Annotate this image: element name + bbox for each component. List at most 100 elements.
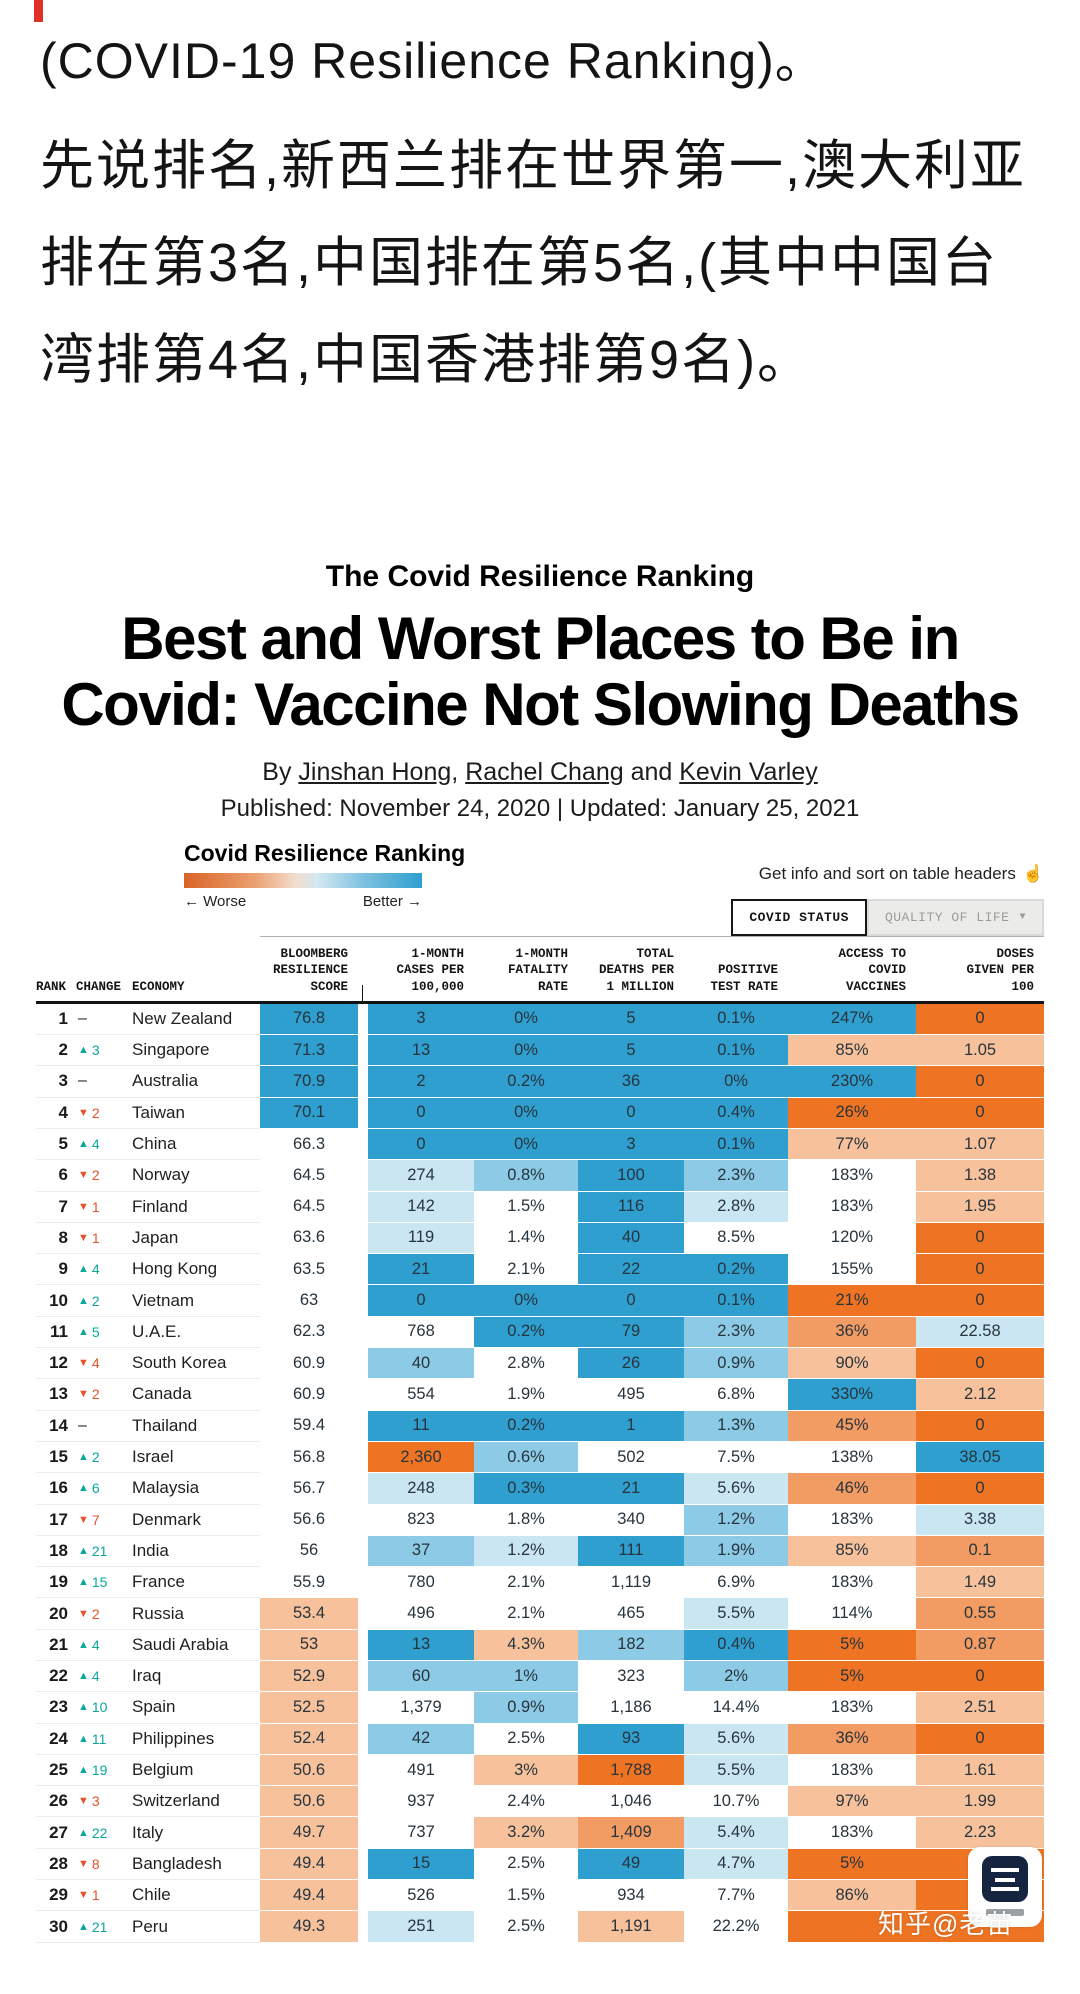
table-row: 9 ▲ 4 Hong Kong 63.5 21 2.1% 22 0.2% 155% 0 [36, 1254, 1044, 1286]
economy-name: South Korea [132, 1348, 260, 1380]
change-amount: 6 [91, 1480, 100, 1497]
economy-name: Malaysia [132, 1473, 260, 1505]
table-row: 12 ▼ 4 South Korea 60.9 40 2.8% 26 0.9% 90% 0 [36, 1348, 1044, 1380]
cell-test-rate: 0.4% [684, 1097, 788, 1129]
rank-cell: 8 [36, 1223, 76, 1255]
table-row: 6 ▼ 2 Norway 64.5 274 0.8% 100 2.3% 183% 1.38 [36, 1160, 1044, 1192]
cell-deaths: 40 [578, 1222, 684, 1255]
cell-fatality: 0.2% [474, 1316, 578, 1349]
rank-down-icon: ▼ [78, 1200, 89, 1213]
change-amount: 21 [91, 1542, 108, 1559]
column-divider [358, 1661, 368, 1692]
economy-name: Iraq [132, 1661, 260, 1693]
table-row: 28 ▼ 8 Bangladesh 49.4 15 2.5% 49 4.7% 5% [36, 1848, 1044, 1881]
cell-doses: 0 [916, 1254, 1044, 1286]
cell-test-rate: 8.5% [684, 1222, 788, 1255]
cell-deaths: 1,119 [578, 1567, 684, 1599]
cell-test-rate: 5.6% [684, 1723, 788, 1755]
column-divider [358, 1786, 368, 1817]
column-divider [358, 1598, 368, 1629]
cell-doses: 0.1 [916, 1535, 1044, 1568]
table-row: 16 ▲ 6 Malaysia 56.7 248 0.3% 21 5.6% 46% 0 [36, 1473, 1044, 1505]
cell-deaths: 1,046 [578, 1786, 684, 1818]
cell-test-rate: 22.2% [684, 1911, 788, 1943]
table-row: 11 ▲ 5 U.A.E. 62.3 768 0.2% 79 2.3% 36% 22.58 [36, 1316, 1044, 1349]
column-header-rank[interactable]: RANK [36, 979, 67, 994]
change-indicator: ▲ 11 [76, 1724, 132, 1755]
column-header-economy[interactable]: ECONOMY [132, 979, 185, 994]
change-indicator: ▼ 1 [76, 1223, 132, 1255]
tab-covid-status[interactable]: COVID STATUS [731, 899, 867, 936]
table-row: 4 ▼ 2 Taiwan 70.1 0 0% 0 0.4% 26% 0 [36, 1097, 1044, 1129]
cell-deaths: 1,186 [578, 1692, 684, 1724]
cell-doses: 0 [916, 1660, 1044, 1693]
change-indicator: ▲ 4 [76, 1630, 132, 1661]
change-indicator: – [76, 1411, 132, 1442]
cell-score: 66.3 [260, 1128, 358, 1161]
column-divider [358, 1911, 368, 1942]
cell-test-rate: 2% [684, 1660, 788, 1693]
column-header-cases[interactable]: 1-MONTH CASES PER 100,000 [396, 947, 464, 994]
cell-fatality: 0.2% [474, 1066, 578, 1098]
change-amount: 22 [91, 1824, 108, 1841]
cell-deaths: 22 [578, 1254, 684, 1286]
change-indicator: ▼ 8 [76, 1849, 132, 1881]
column-divider [358, 1724, 368, 1755]
author-link-3[interactable]: Kevin Varley [679, 758, 818, 786]
cell-score: 56.7 [260, 1473, 358, 1505]
cell-deaths: 340 [578, 1504, 684, 1536]
cell-score: 60.9 [260, 1348, 358, 1380]
tab-quality-of-life[interactable]: QUALITY OF LIFE ▼ [866, 899, 1044, 936]
author-link-2[interactable]: Rachel Chang [465, 758, 624, 786]
rank-up-icon: ▲ [78, 1544, 89, 1557]
cell-score: 52.4 [260, 1723, 358, 1755]
cell-doses: 1.07 [916, 1128, 1044, 1161]
cell-score: 53 [260, 1629, 358, 1661]
change-indicator: ▼ 7 [76, 1505, 132, 1536]
column-header-doses[interactable]: DOSES GIVEN PER 100 [966, 947, 1034, 994]
column-divider [358, 1411, 368, 1442]
cell-test-rate: 5.5% [684, 1598, 788, 1630]
cell-vaccines: 97% [788, 1786, 916, 1818]
cell-vaccines: 36% [788, 1316, 916, 1349]
column-header-vaccines[interactable]: ACCESS TO COVID VACCINES [838, 947, 906, 994]
column-header-test-rate[interactable]: POSITIVE TEST RATE [710, 963, 778, 994]
author-link-1[interactable]: Jinshan Hong [298, 758, 452, 786]
column-divider [358, 1098, 368, 1129]
cell-fatality: 3.2% [474, 1817, 578, 1849]
change-indicator: – [76, 1004, 132, 1036]
sort-hint: Get info and sort on table headers ☝ [759, 864, 1044, 884]
cell-vaccines: 85% [788, 1035, 916, 1067]
cell-doses: 0 [916, 1410, 1044, 1442]
cell-test-rate: 1.2% [684, 1504, 788, 1536]
cell-cases: 737 [368, 1817, 474, 1849]
rank-cell: 16 [36, 1473, 76, 1505]
change-amount: 3 [91, 1793, 100, 1810]
table-row: 5 ▲ 4 China 66.3 0 0% 3 0.1% 77% 1.07 [36, 1128, 1044, 1161]
change-indicator: ▼ 4 [76, 1348, 132, 1380]
economy-name: Russia [132, 1598, 260, 1630]
cell-cases: 554 [368, 1379, 474, 1411]
cell-test-rate: 0% [684, 1066, 788, 1098]
rank-down-icon: ▼ [78, 1388, 89, 1401]
rank-cell: 21 [36, 1630, 76, 1661]
rank-up-icon: ▲ [78, 1920, 89, 1933]
column-header-fatality[interactable]: 1-MONTH FATALITY RATE [507, 947, 568, 994]
column-divider [358, 1505, 368, 1536]
rank-up-icon: ▲ [78, 1638, 89, 1651]
rank-cell: 3 [36, 1066, 76, 1098]
rank-down-icon: ▼ [78, 1106, 89, 1119]
column-header-deaths[interactable]: TOTAL DEATHS PER 1 MILLION [598, 947, 674, 994]
cell-doses: 0.87 [916, 1629, 1044, 1661]
rank-down-icon: ▼ [78, 1357, 89, 1370]
column-header-change[interactable]: CHANGE [76, 979, 122, 994]
table-row: 3– Australia 70.9 2 0.2% 36 0% 230% 0 [36, 1066, 1044, 1098]
cell-vaccines: 155% [788, 1254, 916, 1286]
column-divider [358, 1442, 368, 1473]
change-indicator: ▲ 4 [76, 1254, 132, 1286]
column-divider [358, 1348, 368, 1379]
rank-cell: 4 [36, 1098, 76, 1129]
rank-up-icon: ▲ [78, 1138, 89, 1151]
rank-cell: 11 [36, 1317, 76, 1349]
column-header-score[interactable]: BLOOMBERG RESILIENCE SCORE [272, 947, 348, 994]
